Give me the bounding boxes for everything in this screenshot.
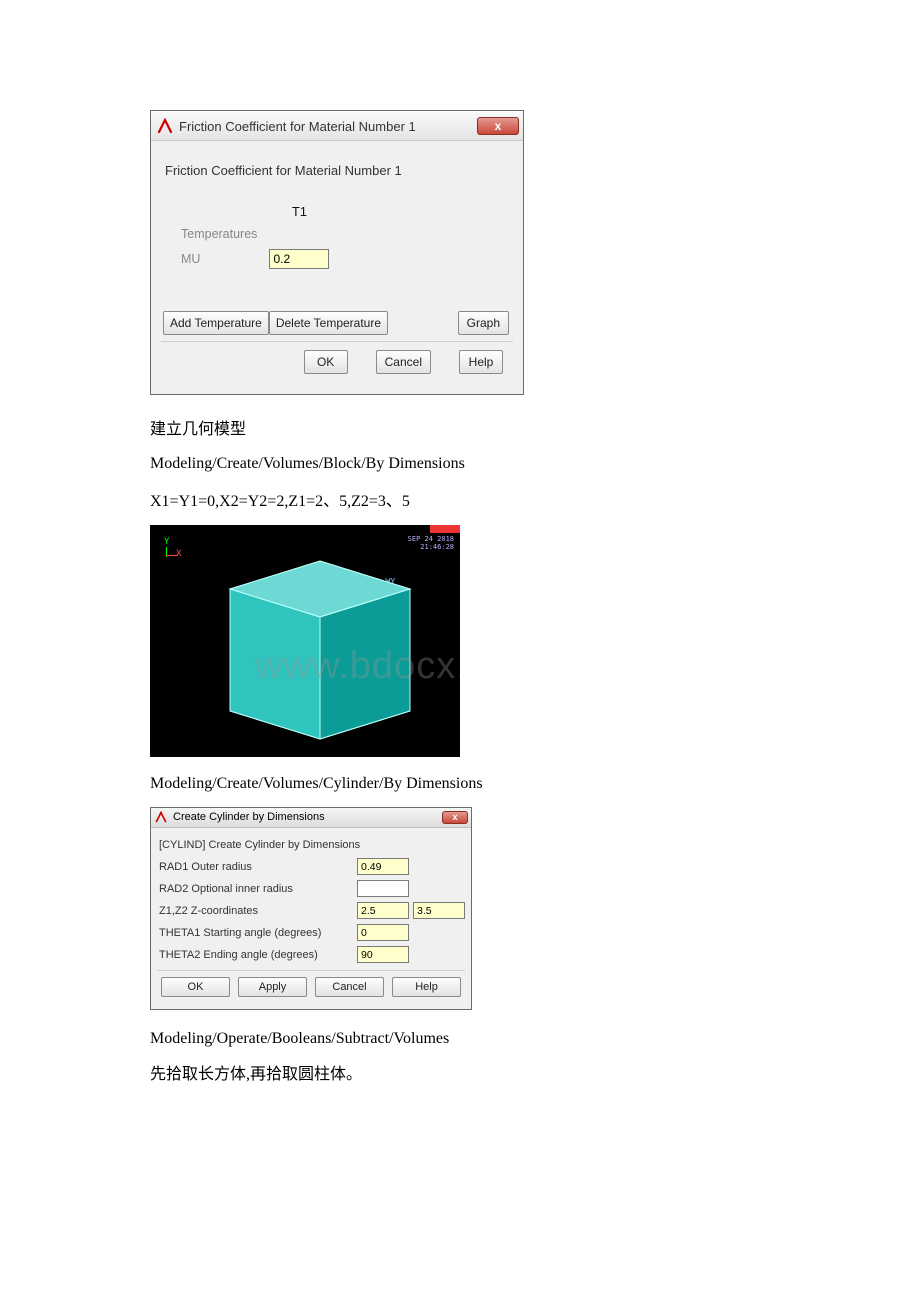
help-button[interactable]: Help — [459, 350, 503, 374]
text-pick-instruction: 先拾取长方体,再拾取圆柱体。 — [150, 1062, 770, 1088]
text-block-dims: X1=Y1=0,X2=Y2=2,Z1=2、5,Z2=3、5 — [150, 487, 770, 511]
row-temperatures-label: Temperatures — [175, 223, 263, 245]
rad1-input[interactable] — [357, 858, 409, 875]
mu-input[interactable] — [269, 249, 329, 269]
dialog-subtitle: Friction Coefficient for Material Number… — [161, 163, 513, 178]
cylinder-dialog-titlebar[interactable]: Create Cylinder by Dimensions x — [151, 808, 471, 828]
apply-button[interactable]: Apply — [238, 977, 307, 997]
app-logo-icon — [157, 118, 173, 134]
close-icon: x — [495, 119, 502, 133]
add-temperature-button[interactable]: Add Temperature — [163, 311, 269, 335]
row-mu-label: MU — [175, 245, 263, 273]
text-subtract-path: Modeling/Operate/Booleans/Subtract/Volum… — [150, 1030, 770, 1048]
rad2-input[interactable] — [357, 880, 409, 897]
dialog-action-row: OK Cancel Help — [161, 341, 513, 384]
coefficient-grid: T1 Temperatures MU — [175, 200, 513, 273]
rad1-label: RAD1 Outer radius — [157, 861, 353, 873]
text-block-path: Modeling/Create/Volumes/Block/By Dimensi… — [150, 455, 770, 473]
friction-dialog: Friction Coefficient for Material Number… — [150, 110, 524, 395]
theta1-input[interactable] — [357, 924, 409, 941]
z1-input[interactable] — [357, 902, 409, 919]
cylinder-dialog-body: [CYLIND] Create Cylinder by Dimensions R… — [151, 828, 471, 1009]
dialog-title: Friction Coefficient for Material Number… — [179, 119, 416, 134]
ok-button[interactable]: OK — [304, 350, 348, 374]
cancel-button[interactable]: Cancel — [376, 350, 431, 374]
close-button[interactable]: x — [442, 811, 468, 824]
model-viewport: SEP 24 2018 21:46:28 Y X WY ▸WX www.bdoc… — [150, 525, 460, 757]
dialog-body: Friction Coefficient for Material Number… — [151, 141, 523, 394]
close-button[interactable]: x — [477, 117, 519, 135]
z-coords-label: Z1,Z2 Z-coordinates — [157, 905, 353, 917]
create-cylinder-dialog: Create Cylinder by Dimensions x [CYLIND]… — [150, 807, 472, 1010]
theta2-label: THETA2 Ending angle (degrees) — [157, 949, 353, 961]
cylinder-heading: [CYLIND] Create Cylinder by Dimensions — [157, 839, 465, 851]
cylinder-dialog-title: Create Cylinder by Dimensions — [173, 811, 325, 823]
help-button[interactable]: Help — [392, 977, 461, 997]
temperature-button-row: Add Temperature Delete Temperature Graph — [161, 311, 513, 341]
text-cylinder-path: Modeling/Create/Volumes/Cylinder/By Dime… — [150, 775, 770, 793]
cancel-button[interactable]: Cancel — [315, 977, 384, 997]
cube-render — [150, 525, 460, 757]
app-logo-icon — [155, 811, 167, 823]
delete-temperature-button[interactable]: Delete Temperature — [269, 311, 388, 335]
theta1-label: THETA1 Starting angle (degrees) — [157, 927, 353, 939]
graph-button[interactable]: Graph — [458, 311, 509, 335]
col-header-t1: T1 — [263, 200, 335, 223]
theta2-input[interactable] — [357, 946, 409, 963]
close-icon: x — [452, 812, 457, 822]
cylinder-action-row: OK Apply Cancel Help — [157, 970, 465, 1005]
cylinder-heading-row: [CYLIND] Create Cylinder by Dimensions — [157, 834, 465, 856]
dialog-titlebar[interactable]: Friction Coefficient for Material Number… — [151, 111, 523, 141]
text-geom-model: 建立几何模型 — [150, 417, 770, 443]
z2-input[interactable] — [413, 902, 465, 919]
rad2-label: RAD2 Optional inner radius — [157, 883, 353, 895]
ok-button[interactable]: OK — [161, 977, 230, 997]
